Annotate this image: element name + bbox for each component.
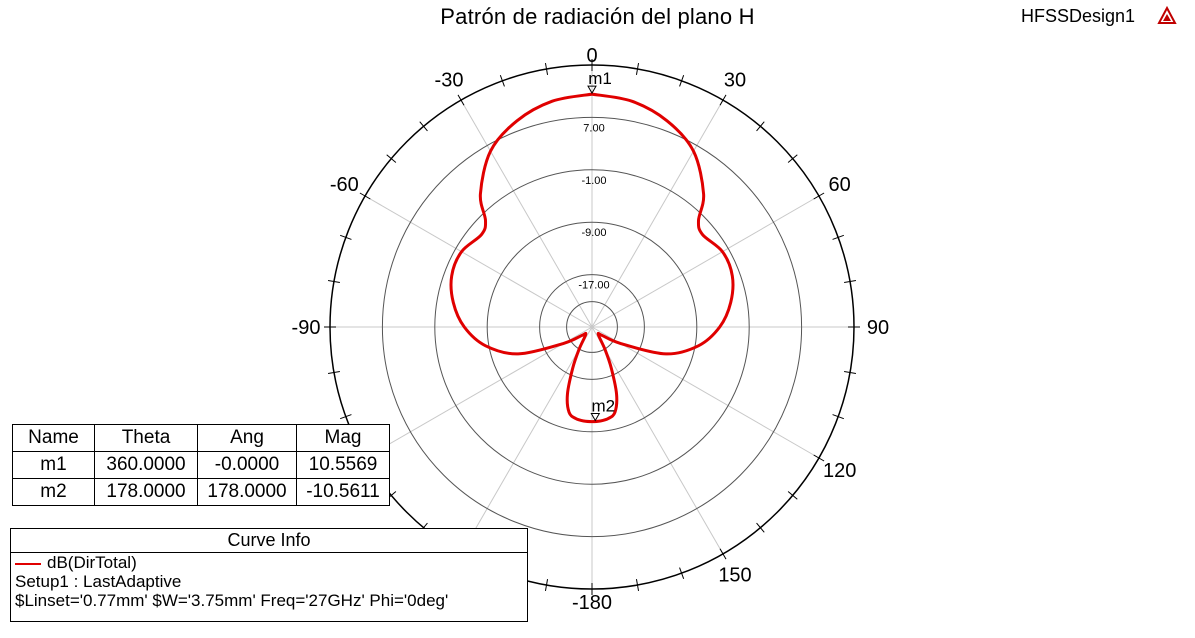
cell-ang: -0.0000 (197, 451, 297, 479)
angle-label: -30 (435, 69, 464, 91)
outer-tick (719, 548, 727, 560)
grid-circle (486, 221, 698, 433)
radial-gridline (591, 326, 724, 555)
outer-tick (679, 567, 685, 580)
angle-label: -180 (572, 592, 612, 614)
marker-label: m1 (588, 69, 612, 88)
outer-tick (756, 121, 765, 132)
angle-label: 90 (867, 317, 889, 339)
outer-tick (844, 370, 857, 375)
radial-gridline (460, 326, 593, 555)
cell-mag: 10.5569 (296, 451, 390, 479)
cell-theta: 178.0000 (94, 478, 198, 506)
curve-info-box: Curve Info dB(DirTotal) Setup1 : LastAda… (10, 528, 528, 622)
col-header-name: Name (12, 424, 95, 452)
grid-circle (539, 274, 645, 380)
outer-tick (339, 414, 352, 420)
marker-triangle (590, 413, 601, 422)
radial-gridline (364, 326, 593, 459)
outer-tick (327, 279, 340, 284)
legend-trace-name: dB(DirTotal) (47, 553, 137, 572)
radial-gridline (460, 99, 593, 328)
marker-table-header: Name Theta Ang Mag (12, 424, 390, 452)
radial-tick-label: -1.00 (581, 175, 606, 187)
outer-tick (679, 74, 685, 87)
cell-name: m2 (12, 478, 95, 506)
outer-tick (457, 94, 465, 106)
curve-info-title: Curve Info (11, 529, 527, 553)
radial-gridline (591, 326, 820, 459)
radial-tick-label: -17.00 (578, 280, 609, 292)
radial-gridline (591, 195, 820, 328)
outer-tick (813, 192, 825, 200)
table-row: m1 360.0000 -0.0000 10.5569 (12, 451, 390, 479)
table-row: m2 178.0000 178.0000 -10.5611 (12, 478, 390, 506)
marker-table: Name Theta Ang Mag m1 360.0000 -0.0000 1… (12, 424, 390, 506)
outer-tick (419, 121, 428, 132)
cell-mag: -10.5611 (296, 478, 390, 506)
marker-triangle (587, 85, 597, 95)
outer-tick (635, 62, 640, 75)
col-header-theta: Theta (94, 424, 198, 452)
angle-label: 120 (823, 460, 856, 482)
outer-tick (787, 154, 798, 163)
outer-tick (832, 234, 845, 240)
outer-tick (327, 370, 340, 375)
outer-tick (844, 279, 857, 284)
ansys-logo-icon (1157, 6, 1177, 24)
angle-label: 60 (829, 174, 851, 196)
cell-name: m1 (12, 451, 95, 479)
grid-circle (381, 116, 803, 538)
angle-label: -60 (330, 174, 359, 196)
col-header-ang: Ang (197, 424, 297, 452)
outer-tick (756, 522, 765, 533)
design-name: HFSSDesign1 (1020, 6, 1135, 26)
outer-tick (544, 62, 549, 75)
outer-tick (832, 414, 845, 420)
radial-tick-label: 7.00 (583, 122, 604, 134)
legend-entry: dB(DirTotal) (11, 553, 527, 572)
curve-params: $Linset='0.77mm' $W='3.75mm' Freq='27GHz… (15, 591, 449, 610)
outer-tick (386, 154, 397, 163)
legend-swatch (15, 562, 41, 565)
radial-tick-label: -9.00 (581, 227, 606, 239)
radial-gridline (591, 99, 724, 328)
cell-ang: 178.0000 (197, 478, 297, 506)
grid-circle (566, 301, 618, 353)
col-header-mag: Mag (296, 424, 390, 452)
outer-tick (339, 234, 352, 240)
cell-theta: 360.0000 (94, 451, 198, 479)
series-line (449, 92, 735, 424)
angle-label: 0 (586, 45, 597, 67)
outer-tick (719, 94, 727, 106)
angle-label: 30 (724, 69, 746, 91)
radial-gridline (364, 195, 593, 328)
outer-tick (787, 491, 798, 500)
outer-tick (359, 192, 371, 200)
marker-label: m2 (591, 397, 615, 416)
outer-tick (813, 454, 825, 462)
curve-setup: Setup1 : LastAdaptive (15, 572, 182, 591)
outer-tick (635, 579, 640, 592)
angle-label: -90 (292, 317, 321, 339)
outer-tick (499, 74, 505, 87)
grid-circle (434, 169, 750, 485)
outer-tick (544, 579, 549, 592)
angle-label: 150 (718, 565, 751, 587)
